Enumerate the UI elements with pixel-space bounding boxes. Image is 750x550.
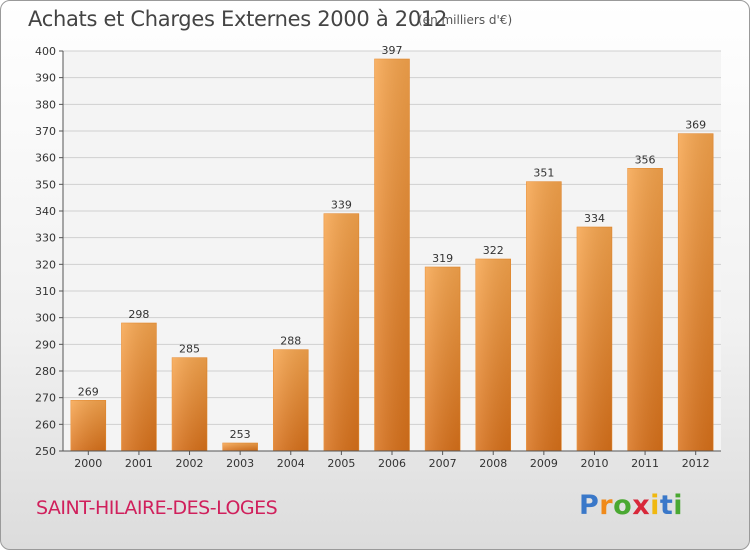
bar-value-label: 285	[179, 343, 200, 356]
bar-shade	[70, 400, 106, 451]
y-tick-label: 400	[35, 45, 56, 58]
bar-value-label: 334	[584, 212, 605, 225]
x-tick-label: 2011	[631, 457, 659, 470]
bar-value-label: 298	[128, 308, 149, 321]
logo-letter: r	[599, 490, 614, 521]
bar-value-label: 269	[78, 385, 99, 398]
y-tick-label: 340	[35, 205, 56, 218]
bars: 269 298 285 253 288 339 397 319 322 351 334 356 369	[70, 44, 714, 452]
x-tick-label: 2012	[682, 457, 710, 470]
bar-value-label: 253	[230, 428, 251, 441]
x-tick-label: 2010	[580, 457, 608, 470]
town-name: SAINT-HILAIRE-DES-LOGES	[36, 497, 278, 519]
bar-shade	[273, 349, 309, 451]
x-tick-label: 2007	[429, 457, 457, 470]
proxiti-logo: Proxiti	[579, 490, 683, 521]
y-tick-label: 280	[35, 365, 56, 378]
bar-shade	[627, 168, 663, 452]
bar-shade	[475, 259, 511, 451]
bar-value-label: 369	[685, 119, 706, 132]
bar-value-label: 319	[432, 252, 453, 265]
bar-shade	[222, 443, 258, 451]
x-tick-label: 2002	[176, 457, 204, 470]
y-tick-label: 300	[35, 312, 56, 325]
y-axis: 250 260 270 280 290 300 310 320 330 340 350 360 370 3…	[35, 45, 64, 458]
y-tick-label: 370	[35, 125, 56, 138]
y-tick-label: 350	[35, 178, 56, 191]
x-tick-label: 2000	[74, 457, 102, 470]
y-tick-label: 390	[35, 72, 56, 85]
x-tick-label: 2008	[479, 457, 507, 470]
y-tick-label: 380	[35, 98, 56, 111]
bar-shade	[425, 267, 461, 451]
bar-value-label: 356	[635, 153, 656, 166]
x-tick-label: 2005	[327, 457, 355, 470]
bar-shade	[576, 227, 612, 451]
bar-value-label: 288	[280, 335, 301, 348]
y-tick-label: 270	[35, 392, 56, 405]
chart-subtitle: (en milliers d'€)	[418, 13, 513, 27]
logo-letter: o	[613, 490, 633, 521]
logo-letter: P	[579, 490, 600, 521]
logo-letter: i	[673, 490, 684, 521]
chart-title: Achats et Charges Externes 2000 à 2012	[28, 7, 448, 31]
x-tick-label: 2006	[378, 457, 406, 470]
y-tick-label: 330	[35, 232, 56, 245]
y-tick-label: 360	[35, 152, 56, 165]
x-axis: 2000 2001 2002 2003 2004 2005 2006 2007 2008 2009…	[63, 450, 721, 470]
logo-letter: t	[659, 490, 674, 521]
y-tick-label: 310	[35, 285, 56, 298]
y-tick-label: 320	[35, 258, 56, 271]
logo-letter: i	[650, 490, 660, 521]
bar-shade	[374, 59, 410, 451]
x-tick-label: 2001	[125, 457, 153, 470]
bar-shade	[323, 213, 359, 451]
x-tick-label: 2009	[530, 457, 558, 470]
x-tick-label: 2004	[277, 457, 305, 470]
bar-shade	[526, 181, 562, 451]
y-tick-label: 260	[35, 418, 56, 431]
logo-letter: x	[632, 490, 651, 521]
bar-value-label: 351	[533, 167, 554, 180]
y-tick-label: 250	[35, 445, 56, 458]
y-tick-label: 290	[35, 338, 56, 351]
bar-value-label: 397	[382, 44, 403, 57]
bar-value-label: 339	[331, 199, 352, 212]
x-tick-label: 2003	[226, 457, 254, 470]
bar-value-label: 322	[483, 244, 504, 257]
bar-shade	[678, 133, 714, 451]
bar-shade	[121, 323, 157, 451]
bar-shade	[172, 357, 208, 451]
